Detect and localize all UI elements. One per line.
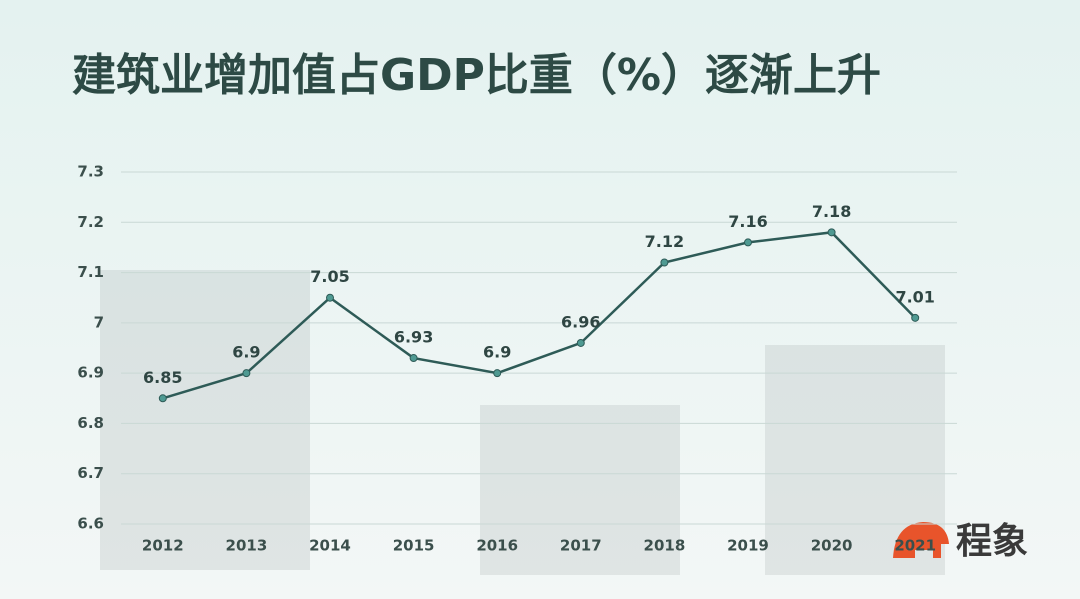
data-label: 7.16 [728,212,767,231]
x-tick-label: 2012 [142,537,184,555]
background-buildings [100,270,945,575]
y-tick-label: 7.3 [77,163,104,181]
data-label: 6.96 [561,312,600,331]
data-label: 6.85 [143,368,182,387]
y-tick-label: 6.9 [77,364,104,382]
data-label: 6.93 [394,328,433,347]
y-tick-label: 6.8 [77,414,104,432]
data-label: 6.9 [232,343,260,362]
chart-title: 建筑业增加值占GDP比重（%）逐渐上升 [72,50,881,101]
x-tick-label: 2019 [727,537,769,555]
y-tick-label: 6.6 [77,515,104,533]
point [660,258,669,267]
point [409,354,418,363]
point [911,313,920,322]
y-tick-label: 7.2 [77,213,104,231]
x-tick-label: 2014 [309,537,351,555]
y-tick-label: 7.1 [77,263,104,281]
x-tick-label: 2021 [894,537,936,555]
point [158,394,167,403]
data-label: 7.12 [645,232,684,251]
x-tick-label: 2016 [476,537,518,555]
logo-text: 程象 [956,521,1028,562]
x-tick-label: 2020 [811,537,853,555]
logo: 程象 [893,521,1028,562]
point [576,338,585,347]
point [744,238,752,247]
point [326,293,334,302]
x-tick-label: 2013 [226,537,268,555]
point [242,369,251,378]
logo-icon [893,522,949,558]
x-tick-label: 2017 [560,537,602,555]
point [493,369,502,378]
data-label: 7.05 [310,267,349,286]
data-label: 6.9 [483,343,511,362]
data-label: 7.01 [895,287,934,306]
line [162,231,917,400]
y-tick-label: 6.7 [77,464,104,482]
x-tick-label: 2018 [644,537,686,555]
x-tick-label: 2015 [393,537,435,555]
data-label: 7.18 [812,202,851,221]
y-tick-label: 7 [94,313,104,331]
point [827,228,836,237]
